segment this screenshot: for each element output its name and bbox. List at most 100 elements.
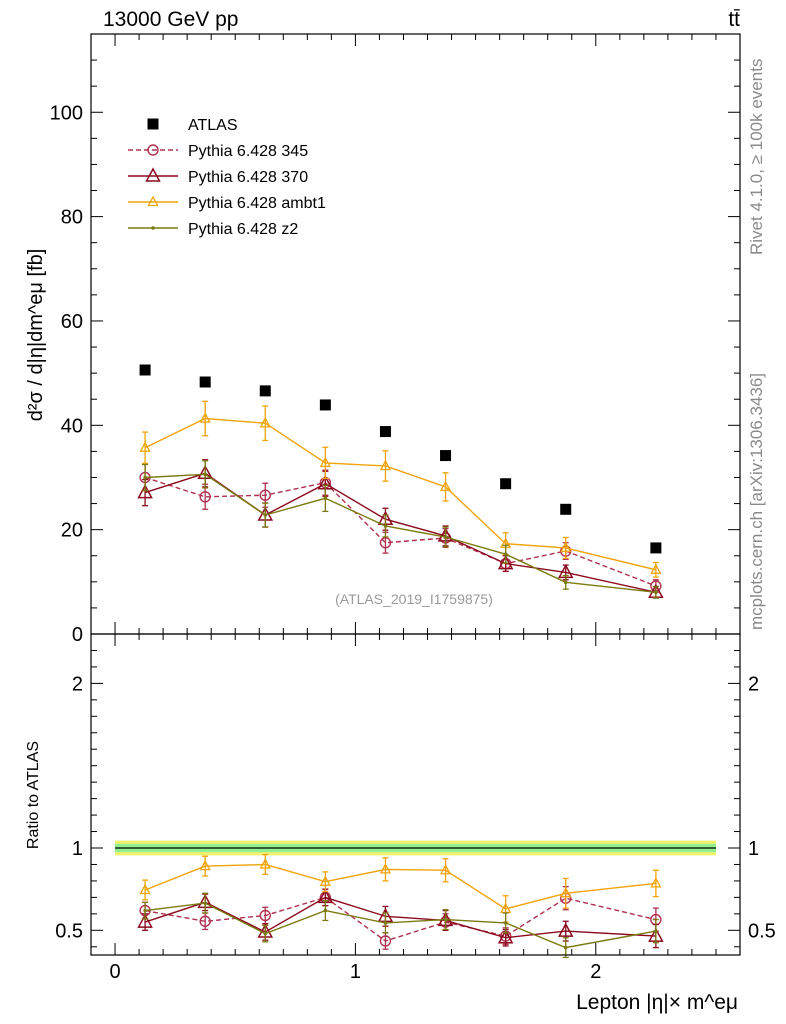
- data-point: [440, 450, 452, 462]
- ratio-y-tick-label-right: 0.5: [748, 920, 776, 942]
- legend-entry-ambt1: Pythia 6.428 ambt1: [128, 195, 326, 212]
- data-point: [379, 459, 392, 471]
- data-point: [379, 536, 392, 549]
- data-point: [199, 915, 211, 927]
- series-atlas-main: [139, 364, 662, 554]
- series-line: [145, 473, 656, 593]
- series-ambt1-main: [139, 400, 662, 578]
- main-y-axis-label: d²σ / d|η|dm^eμ [fb]: [25, 249, 47, 422]
- ratio-y-tick-label: 1: [72, 838, 83, 860]
- data-point: [199, 376, 211, 388]
- data-point: [139, 364, 151, 376]
- data-point: [137, 484, 153, 499]
- data-point: [319, 399, 331, 411]
- data-point: [497, 929, 514, 944]
- main-y-tick-label: 100: [50, 102, 83, 124]
- data-point: [147, 144, 159, 156]
- data-point: [654, 590, 658, 595]
- data-point: [383, 921, 388, 925]
- legend-label: Pythia 6.428 ambt1: [188, 195, 326, 212]
- data-point: [147, 118, 159, 130]
- data-point: [199, 859, 211, 871]
- legend-entry-p345: Pythia 6.428 345: [128, 143, 308, 160]
- series-ambt1-ratio: [139, 853, 662, 923]
- data-point: [143, 908, 147, 913]
- rivet-version-label: Rivet 4.1.0, ≥ 100k events: [747, 59, 766, 255]
- data-point: [319, 456, 331, 468]
- ratio-y-tick-label: 2: [72, 673, 83, 695]
- main-y-tick-label: 80: [61, 207, 83, 229]
- data-point: [203, 472, 207, 477]
- data-point: [145, 167, 161, 182]
- data-point: [563, 580, 568, 585]
- data-point: [259, 489, 271, 501]
- data-point: [563, 945, 568, 950]
- data-point: [500, 478, 512, 490]
- ratio-plot-frame: [90, 633, 741, 956]
- data-point: [137, 913, 153, 928]
- analysis-watermark: (ATLAS_2019_I1759875): [335, 591, 493, 607]
- data-point: [379, 935, 392, 947]
- x-axis-label: Lepton |η|× m^eμ: [576, 991, 738, 1014]
- data-point: [650, 563, 662, 574]
- series-z2-ratio: [142, 892, 659, 959]
- ratio-uncertainty-band: [115, 840, 716, 856]
- data-point: [439, 863, 452, 875]
- main-y-tick-label: 40: [61, 415, 83, 437]
- data-point: [323, 908, 328, 913]
- series-line: [144, 417, 657, 571]
- data-point: [139, 441, 151, 452]
- series-p370-ratio: [137, 888, 664, 949]
- series-line: [144, 863, 656, 910]
- legend-entry-z2: Pythia 6.428 z2: [128, 221, 298, 238]
- data-point: [383, 524, 388, 528]
- series-z2-main: [142, 460, 659, 599]
- data-point: [147, 195, 159, 207]
- data-point: [199, 412, 211, 423]
- data-point: [323, 496, 328, 501]
- ratio-y-tick-label-right: 1: [748, 838, 759, 860]
- data-point: [139, 883, 151, 895]
- series-line: [144, 476, 657, 587]
- legend-entry-p370: Pythia 6.428 370: [128, 167, 308, 186]
- data-point: [650, 877, 662, 888]
- legend-label: ATLAS: [188, 117, 238, 134]
- data-point: [560, 541, 572, 553]
- mcplots-source-label: mcplots.cern.ch [arXiv:1306.3436]: [747, 373, 766, 630]
- x-tick-label: 0: [109, 961, 120, 983]
- ratio-y-tick-label: 0.5: [55, 920, 83, 942]
- data-point: [259, 909, 271, 922]
- data-point: [650, 542, 662, 554]
- data-point: [443, 535, 448, 539]
- data-point: [259, 858, 271, 869]
- main-y-tick-label: 60: [61, 311, 83, 333]
- main-y-tick-label: 0: [72, 624, 83, 646]
- series-line: [144, 896, 657, 942]
- data-point: [560, 503, 572, 515]
- data-point: [259, 416, 271, 428]
- legend-label: Pythia 6.428 370: [188, 169, 308, 186]
- data-point: [263, 931, 268, 936]
- data-point: [443, 917, 448, 922]
- data-point: [560, 886, 572, 898]
- data-point: [503, 552, 508, 556]
- x-tick-label: 1: [350, 961, 361, 983]
- data-point: [557, 922, 574, 937]
- data-point: [143, 475, 147, 480]
- data-point: [439, 480, 452, 492]
- legend-label: Pythia 6.428 345: [188, 143, 308, 160]
- data-point: [654, 929, 658, 933]
- series-line: [144, 472, 657, 593]
- x-tick-label: 2: [590, 961, 601, 983]
- data-point: [263, 513, 268, 517]
- data-point: [259, 385, 271, 397]
- ratio-y-tick-label-right: 2: [748, 673, 759, 695]
- data-point: [203, 901, 207, 905]
- header-right: tt̄: [728, 8, 740, 31]
- data-point: [497, 554, 514, 570]
- ratio-y-axis-label: Ratio to ATLAS: [25, 741, 42, 849]
- main-y-tick-label: 20: [61, 520, 83, 542]
- header-left: 13000 GeV pp: [103, 8, 238, 31]
- data-point: [379, 426, 391, 438]
